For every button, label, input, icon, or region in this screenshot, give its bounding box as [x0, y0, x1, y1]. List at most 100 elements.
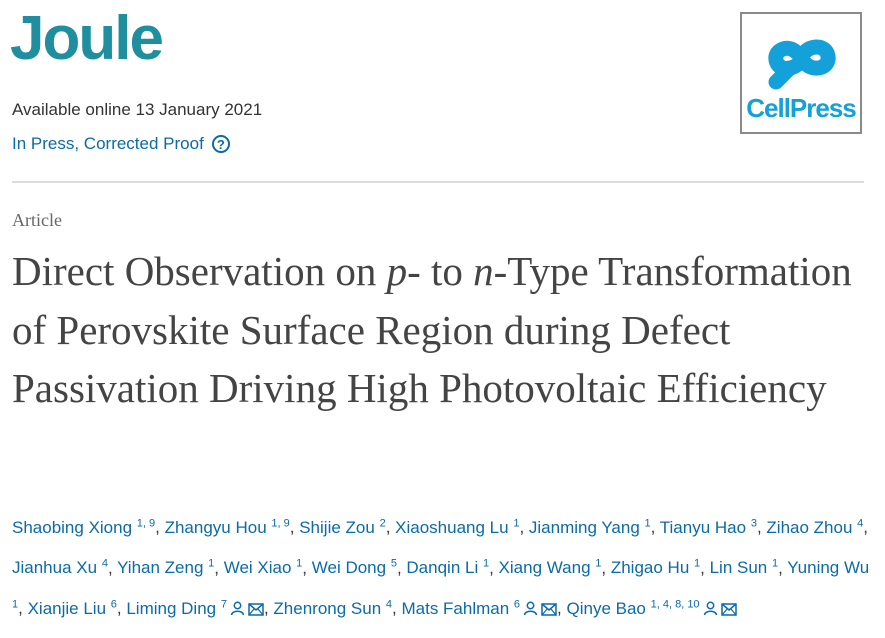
author-affiliation-sup: 6 — [110, 598, 117, 611]
author-name[interactable]: Qinye Bao — [566, 598, 646, 618]
author-separator: , — [302, 558, 312, 578]
author-name[interactable]: Xiaoshuang Lu — [395, 517, 509, 537]
author-affiliation-sup: 5 — [390, 557, 397, 570]
author-name[interactable]: Zhenrong Sun — [273, 598, 382, 618]
author-link[interactable]: Zihao Zhou 4 — [766, 517, 864, 537]
author-affiliation-sup: 7 — [220, 598, 227, 611]
journal-title[interactable]: Joule — [10, 4, 164, 73]
author-affiliation-sup: 1 — [482, 557, 490, 570]
author-separator: , — [392, 598, 402, 618]
author-name[interactable]: Jianming Yang — [528, 517, 640, 537]
status-label[interactable]: In Press, Corrected Proof — [12, 134, 204, 153]
author-affiliation-sup: 1 — [12, 598, 19, 611]
author-separator: , — [289, 517, 300, 537]
author-separator: , — [396, 558, 407, 578]
author-separator: , — [155, 517, 165, 537]
author-link[interactable]: Zhangyu Hou 1, 9 — [164, 517, 290, 537]
help-icon[interactable]: ? — [211, 135, 230, 153]
author-list: Shaobing Xiong 1, 9, Zhangyu Hou 1, 9, S… — [12, 505, 872, 629]
author-affiliation-sup: 6 — [513, 598, 521, 611]
author-affiliation-sup: 1, 9 — [136, 517, 156, 529]
author-link[interactable]: Jianming Yang 1 — [528, 517, 651, 537]
author-affiliation-sup: 4 — [857, 517, 864, 529]
author-affiliation-sup: 1 — [595, 557, 602, 570]
author-separator: , — [107, 558, 118, 578]
author-separator: , — [863, 517, 868, 537]
available-online-date: Available online 13 January 2021 — [12, 100, 263, 119]
article-type: Article — [12, 210, 62, 230]
cellpress-wordmark: CellPress — [746, 93, 857, 123]
author-link[interactable]: Xiaoshuang Lu 1 — [395, 517, 520, 537]
author-name[interactable]: Mats Fahlman — [401, 598, 510, 618]
author-name[interactable]: Yuning Wu — [787, 558, 870, 578]
person-icon[interactable] — [703, 593, 718, 629]
envelope-icon[interactable] — [720, 593, 737, 629]
author-link[interactable]: Wei Xiao 1 — [223, 557, 303, 578]
author-affiliation-sup: 4 — [101, 557, 108, 570]
cellpress-mark-icon — [768, 39, 836, 90]
author-name[interactable]: Jianhua Xu — [12, 558, 98, 578]
author-name[interactable]: Lin Sun — [709, 558, 768, 578]
author-name[interactable]: Shaobing Xiong — [12, 517, 133, 537]
author-name[interactable]: Wei Xiao — [223, 558, 292, 578]
author-name[interactable]: Zhigao Hu — [610, 558, 690, 578]
author-name[interactable]: Xiang Wang — [498, 558, 591, 578]
author-link[interactable]: Xiang Wang 1 — [498, 557, 602, 578]
author-name[interactable]: Liming Ding — [126, 598, 217, 618]
header-divider — [12, 181, 864, 183]
author-separator: , — [116, 598, 127, 618]
author-separator: , — [601, 558, 611, 578]
author-separator: , — [489, 558, 499, 578]
author-link[interactable]: Wei Dong 5 — [311, 557, 397, 578]
author-separator: , — [214, 558, 224, 578]
author-name[interactable]: Wei Dong — [311, 558, 387, 578]
author-affiliation-sup: 1, 9 — [271, 517, 290, 529]
author-link[interactable]: Liming Ding 7 — [126, 598, 264, 618]
cellpress-logo[interactable]: CellPress — [740, 12, 862, 134]
author-name[interactable]: Yihan Zeng — [117, 558, 204, 578]
author-affiliation-sup: 1, 4, 8, 10 — [650, 598, 700, 611]
envelope-icon[interactable] — [248, 593, 264, 629]
author-affiliation-sup: 1 — [296, 557, 303, 570]
author-separator: , — [650, 517, 660, 537]
author-link[interactable]: Qinye Bao 1, 4, 8, 10 — [566, 598, 737, 618]
author-name[interactable]: Zihao Zhou — [766, 517, 853, 537]
author-link[interactable]: Jianhua Xu 4 — [12, 557, 108, 578]
author-separator: , — [18, 598, 28, 618]
author-affiliation-sup: 1 — [644, 517, 651, 529]
author-link[interactable]: Mats Fahlman 6 — [401, 598, 557, 618]
author-link[interactable]: Shijie Zou 2 — [299, 517, 386, 537]
article-title: Direct Observation on p- to n-Type Trans… — [12, 248, 852, 411]
author-affiliation-sup: 4 — [385, 598, 393, 611]
author-affiliation-sup: 1 — [694, 557, 701, 570]
author-link[interactable]: Tianyu Hao 3 — [659, 517, 757, 537]
author-affiliation-sup: 2 — [379, 517, 386, 529]
author-separator: , — [700, 558, 710, 578]
author-link[interactable]: Zhenrong Sun 4 — [273, 598, 393, 618]
person-icon[interactable] — [230, 593, 245, 629]
author-name[interactable]: Tianyu Hao — [659, 517, 747, 537]
author-name[interactable]: Xianjie Liu — [27, 598, 107, 618]
author-link[interactable]: Lin Sun 1 — [709, 557, 779, 578]
author-name[interactable]: Zhangyu Hou — [164, 517, 267, 537]
author-link[interactable]: Danqin Li 1 — [406, 557, 490, 578]
author-separator: , — [263, 598, 274, 618]
author-affiliation-sup: 1 — [208, 557, 215, 570]
author-separator: , — [756, 517, 767, 537]
author-name[interactable]: Shijie Zou — [299, 517, 375, 537]
author-separator: , — [557, 598, 567, 618]
author-affiliation-sup: 1 — [772, 557, 779, 570]
author-affiliation-sup: 3 — [750, 517, 757, 529]
author-link[interactable]: Shaobing Xiong 1, 9 — [12, 517, 156, 537]
author-separator: , — [778, 558, 788, 578]
author-link[interactable]: Xianjie Liu 6 — [27, 598, 117, 618]
in-press-status-link[interactable]: In Press, Corrected Proof ? — [12, 134, 230, 154]
author-link[interactable]: Yuning Wu 1 — [12, 558, 869, 618]
envelope-icon[interactable] — [541, 593, 557, 629]
author-name[interactable]: Danqin Li — [406, 558, 479, 578]
person-icon[interactable] — [523, 593, 538, 629]
author-affiliation-sup: 1 — [513, 517, 520, 529]
author-link[interactable]: Yihan Zeng 1 — [117, 557, 215, 578]
author-link[interactable]: Zhigao Hu 1 — [610, 557, 701, 578]
author-separator: , — [385, 517, 396, 537]
